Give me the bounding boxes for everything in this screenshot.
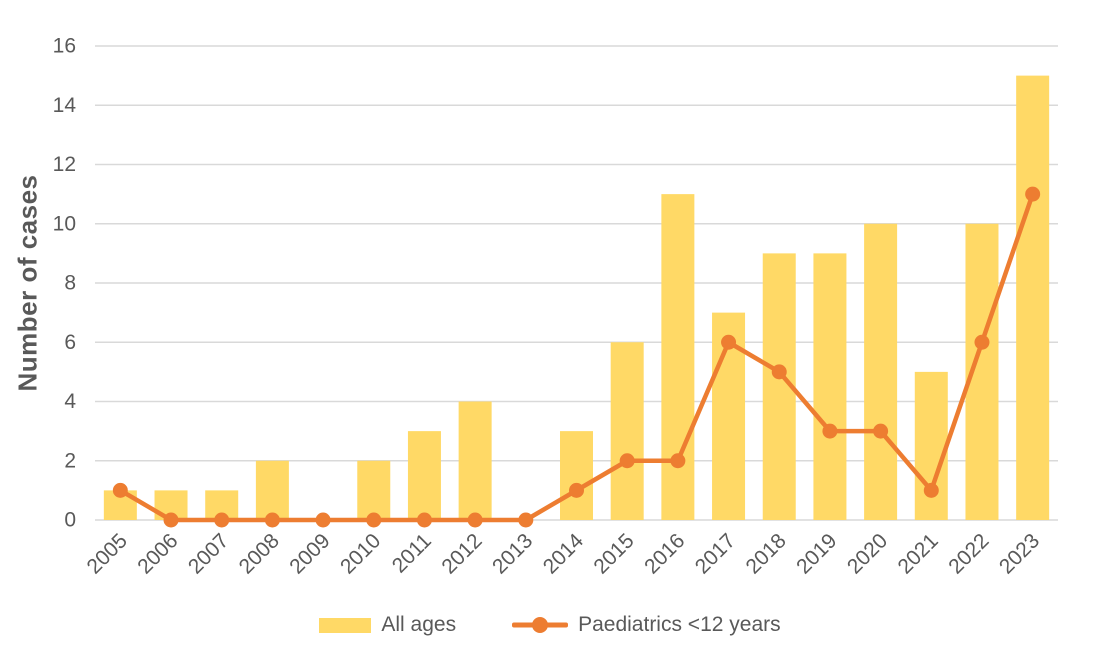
- paediatrics-line-swatch-icon: [512, 617, 569, 633]
- paediatrics-marker-2017: [721, 334, 737, 350]
- legend-item-paediatrics: Paediatrics <12 years: [512, 613, 781, 637]
- paediatrics-marker-2006: [163, 512, 179, 528]
- y-tick-label-14: 14: [53, 94, 77, 117]
- paediatrics-marker-2014: [569, 482, 584, 498]
- bar-2014: [560, 431, 593, 520]
- x-tick-label-2013: 2013: [488, 529, 537, 578]
- legend-item-all-ages: All ages: [319, 613, 456, 637]
- x-tick-label-2021: 2021: [894, 529, 943, 578]
- x-tick-label-2015: 2015: [589, 529, 638, 578]
- bar-2020: [864, 223, 898, 520]
- paediatrics-marker-2020: [873, 423, 889, 439]
- paediatrics-marker-2019: [822, 423, 838, 439]
- y-tick-label-2: 2: [64, 449, 76, 472]
- x-tick-label-2008: 2008: [235, 529, 284, 578]
- paediatrics-marker-2018: [771, 364, 787, 380]
- chart-legend: All ages Paediatrics <12 years: [0, 608, 1100, 642]
- paediatrics-marker-2013: [518, 512, 534, 528]
- x-tick-label-2016: 2016: [640, 529, 689, 578]
- paediatrics-marker-2011: [416, 512, 432, 528]
- paediatrics-marker-2008: [264, 512, 280, 528]
- bar-2010: [357, 460, 391, 520]
- x-tick-label-2010: 2010: [336, 529, 385, 578]
- legend-label-paediatrics: Paediatrics <12 years: [578, 613, 781, 636]
- y-tick-label-6: 6: [64, 331, 76, 354]
- paediatrics-marker-2021: [923, 482, 939, 498]
- x-tick-label-2007: 2007: [184, 529, 233, 578]
- paediatrics-marker-2009: [315, 512, 331, 528]
- all-ages-bar-swatch-icon: [319, 617, 372, 633]
- bar-2015: [610, 342, 644, 520]
- x-tick-label-2006: 2006: [133, 529, 182, 578]
- bar-2008: [255, 460, 289, 520]
- x-tick-label-2018: 2018: [741, 529, 790, 578]
- paediatrics-marker-2005: [112, 482, 128, 498]
- bar-2016: [661, 194, 695, 520]
- y-tick-label-12: 12: [53, 153, 76, 176]
- y-axis-title: Number of cases: [12, 174, 43, 392]
- bar-2023: [1016, 75, 1050, 520]
- x-tick-label-2012: 2012: [437, 529, 486, 578]
- combo-chart: 0 2 4 6 8 10 12 14 16 2005 2006 2007 2008 2009 2010 201…: [12, 35, 1058, 579]
- bar-2011: [407, 431, 441, 520]
- paediatrics-marker-2016: [670, 453, 686, 469]
- legend-label-all-ages: All ages: [381, 613, 457, 636]
- x-tick-label-2020: 2020: [843, 529, 892, 578]
- y-tick-label-16: 16: [53, 35, 76, 58]
- paediatrics-marker-2015: [619, 453, 635, 469]
- x-tick-label-2011: 2011: [388, 529, 436, 577]
- y-tick-label-10: 10: [53, 212, 76, 235]
- x-tick-label-2014: 2014: [539, 529, 589, 579]
- paediatrics-marker-2010: [366, 512, 382, 528]
- y-tick-label-4: 4: [64, 390, 76, 413]
- bar-2019: [813, 253, 847, 520]
- paediatrics-marker-2023: [1025, 186, 1041, 202]
- paediatrics-marker-2012: [467, 512, 483, 528]
- x-tick-label-2019: 2019: [792, 529, 841, 578]
- x-tick-label-2009: 2009: [285, 529, 334, 578]
- bar-2012: [458, 401, 492, 520]
- x-tick-label-2017: 2017: [691, 529, 740, 578]
- y-tick-label-8: 8: [64, 272, 76, 295]
- x-tick-label-2005: 2005: [83, 529, 132, 578]
- paediatrics-marker-2022: [974, 334, 990, 350]
- y-tick-label-0: 0: [64, 509, 76, 532]
- x-tick-label-2023: 2023: [995, 529, 1044, 578]
- x-tick-label-2022: 2022: [944, 529, 993, 578]
- paediatrics-marker-2007: [214, 512, 230, 528]
